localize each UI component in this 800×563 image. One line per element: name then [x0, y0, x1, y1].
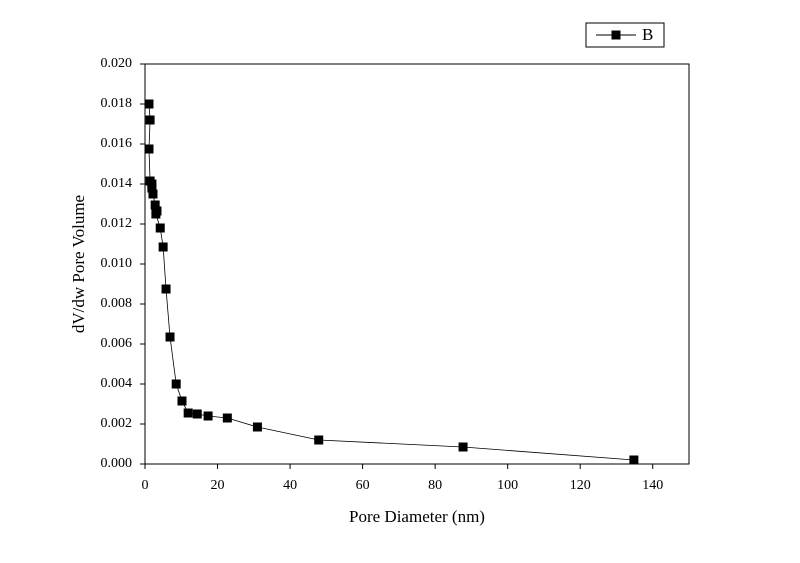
- data-point: [629, 455, 639, 465]
- x-tick-label: 140: [642, 478, 663, 493]
- legend-marker: [611, 30, 621, 40]
- y-tick-label: 0.006: [101, 336, 133, 351]
- x-tick-label: 40: [283, 478, 297, 493]
- data-point: [150, 200, 160, 210]
- x-tick-label: 0: [142, 478, 149, 493]
- data-point: [147, 183, 157, 193]
- data-point: [165, 332, 175, 342]
- data-point: [155, 223, 165, 233]
- data-point: [458, 442, 468, 452]
- y-axis-label: dV/dw Pore Volume: [69, 195, 88, 333]
- x-tick-label: 120: [570, 478, 591, 493]
- data-point: [192, 409, 202, 419]
- y-tick-label: 0.020: [101, 56, 133, 71]
- x-tick-label: 20: [211, 478, 225, 493]
- data-point: [222, 413, 232, 423]
- data-point: [203, 411, 213, 421]
- y-tick-label: 0.002: [101, 416, 133, 431]
- y-tick-label: 0.010: [101, 256, 133, 271]
- data-point: [144, 144, 154, 154]
- plot-frame: [144, 63, 690, 465]
- x-tick-label: 80: [428, 478, 442, 493]
- y-tick-label: 0.014: [101, 176, 133, 191]
- y-tick-label: 0.016: [101, 136, 133, 151]
- data-point: [161, 284, 171, 294]
- data-point: [177, 396, 187, 406]
- data-point: [183, 408, 193, 418]
- y-tick-label: 0.008: [101, 296, 133, 311]
- x-tick-label: 60: [356, 478, 370, 493]
- x-tick-label: 100: [497, 478, 518, 493]
- legend-label: B: [642, 25, 653, 44]
- series-line: [148, 103, 634, 461]
- data-point: [314, 435, 324, 445]
- y-tick-label: 0.012: [101, 216, 133, 231]
- data-point: [171, 379, 181, 389]
- y-tick-label: 0.004: [101, 376, 133, 391]
- data-point: [151, 209, 161, 219]
- data-point: [144, 99, 154, 109]
- data-point: [252, 422, 262, 432]
- x-axis-label: Pore Diameter (nm): [349, 507, 485, 526]
- data-point: [148, 189, 158, 199]
- y-tick-label: 0.000: [101, 456, 133, 471]
- data-point: [145, 115, 155, 125]
- y-tick-label: 0.018: [101, 96, 133, 111]
- data-point: [158, 242, 168, 252]
